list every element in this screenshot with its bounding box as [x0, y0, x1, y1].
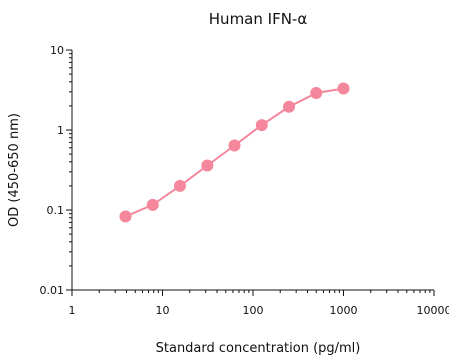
chart-title: Human IFN-α [209, 10, 308, 28]
y-tick-label: 0.1 [47, 204, 65, 217]
data-point [173, 179, 186, 192]
x-tick-label: 100 [243, 304, 264, 317]
data-point [283, 100, 296, 113]
data-point [310, 87, 323, 100]
y-tick-label: 0.01 [40, 284, 65, 297]
data-point [255, 119, 268, 132]
y-tick-label: 1 [57, 124, 64, 137]
data-point [201, 159, 214, 172]
data-point [119, 210, 132, 223]
data-series [119, 82, 350, 223]
y-axis-label: OD (450-650 nm) [7, 113, 22, 227]
data-point [228, 139, 241, 152]
series-line [125, 87, 344, 218]
x-tick-label: 1000 [330, 304, 358, 317]
x-tick-label: 10000 [417, 304, 449, 317]
x-tick-label: 10 [156, 304, 170, 317]
y-axis-ticks: 0.01 0.1 1 10 [40, 44, 72, 297]
data-point [337, 82, 350, 95]
x-axis-ticks: 1 10 100 1000 10000 [69, 290, 449, 317]
x-tick-label: 1 [69, 304, 76, 317]
y-tick-label: 10 [50, 44, 64, 57]
x-axis-label: Standard concentration (pg/ml) [156, 341, 361, 356]
data-point [146, 198, 159, 211]
